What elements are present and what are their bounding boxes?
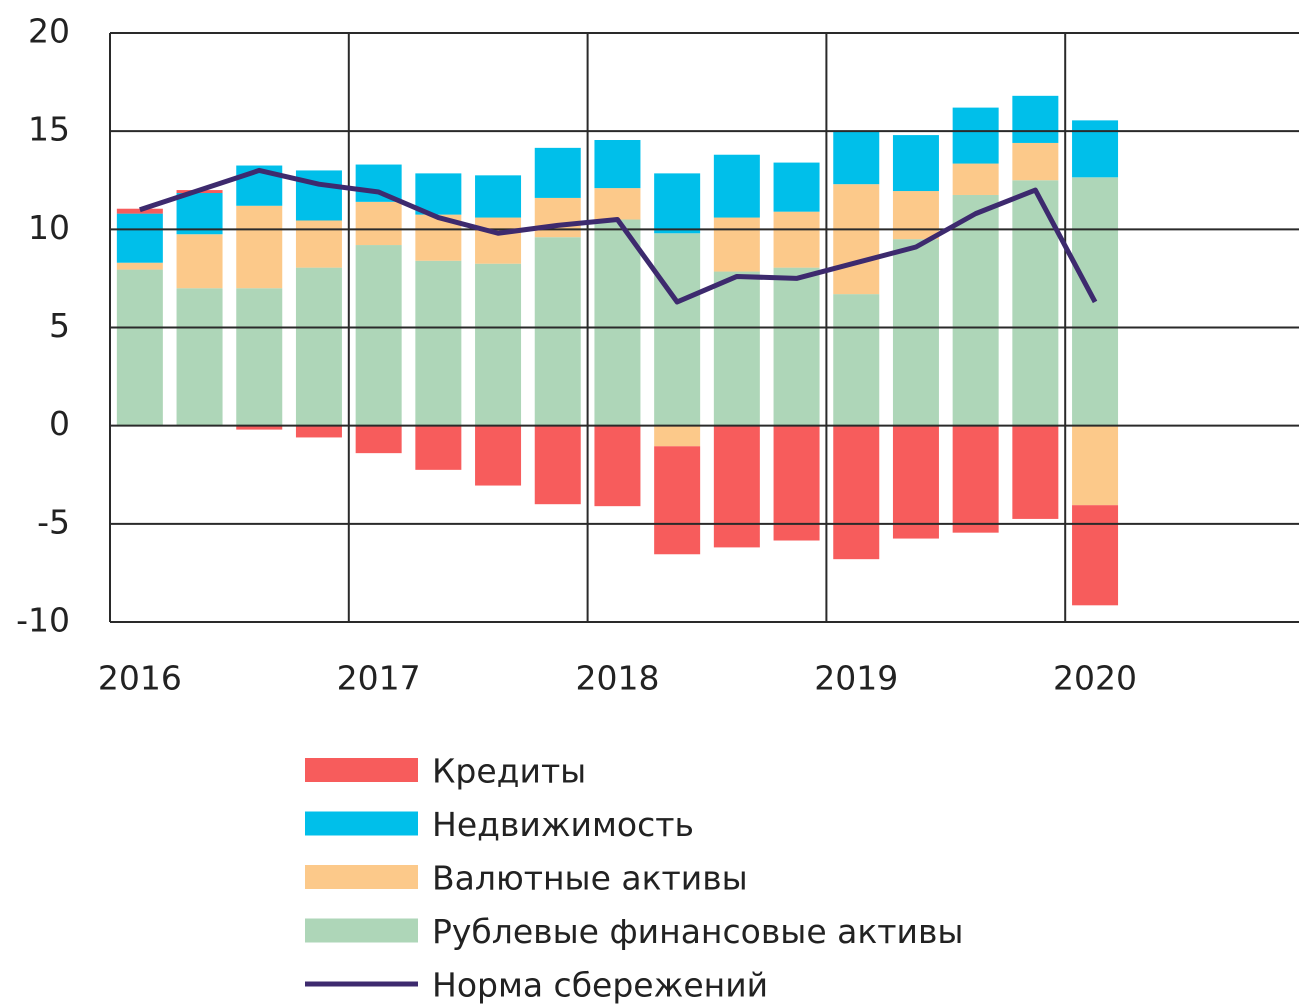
legend-label: Кредиты bbox=[432, 752, 586, 791]
bar bbox=[176, 234, 223, 289]
bar bbox=[594, 140, 641, 189]
bar bbox=[654, 233, 701, 426]
bar bbox=[355, 201, 402, 246]
line bbox=[139, 167, 1098, 305]
bar bbox=[892, 425, 939, 539]
y-tick-label: 0 bbox=[49, 404, 70, 443]
bar bbox=[833, 184, 880, 295]
bar bbox=[892, 135, 939, 192]
x-tick-label: 2016 bbox=[98, 659, 182, 698]
bar bbox=[1072, 505, 1119, 606]
bar bbox=[415, 173, 462, 215]
legend-label: Недвижимость bbox=[432, 805, 694, 844]
bar bbox=[773, 425, 820, 541]
bar bbox=[534, 237, 581, 426]
legend-swatch bbox=[305, 865, 418, 889]
bar bbox=[833, 294, 880, 426]
bar bbox=[236, 425, 283, 430]
legend-swatch bbox=[305, 918, 418, 943]
bar bbox=[773, 267, 820, 426]
bar bbox=[176, 193, 223, 235]
bar bbox=[475, 175, 522, 218]
bar bbox=[654, 446, 701, 555]
bar bbox=[773, 162, 820, 212]
bar bbox=[176, 288, 223, 426]
bar bbox=[295, 267, 342, 426]
bar bbox=[355, 425, 402, 454]
bar bbox=[654, 425, 701, 447]
bar bbox=[1072, 120, 1119, 178]
y-tick-label: -5 bbox=[37, 502, 70, 541]
bar bbox=[116, 208, 163, 214]
bar bbox=[415, 260, 462, 426]
bar bbox=[1012, 142, 1059, 181]
bar bbox=[1012, 425, 1059, 519]
bar bbox=[475, 263, 522, 426]
y-tick-label: 15 bbox=[28, 110, 70, 149]
legend-swatch bbox=[305, 758, 418, 782]
x-tick-label: 2018 bbox=[575, 659, 659, 698]
bar bbox=[654, 173, 701, 234]
bar bbox=[594, 188, 641, 220]
bar bbox=[475, 217, 522, 264]
bar bbox=[116, 262, 163, 270]
bar bbox=[295, 425, 342, 438]
x-tick-label: 2020 bbox=[1053, 659, 1137, 698]
bar bbox=[236, 205, 283, 289]
legend-label: Валютные активы bbox=[432, 859, 748, 898]
y-tick-label: 20 bbox=[28, 12, 70, 51]
bar bbox=[534, 147, 581, 198]
legend-label: Норма сбережений bbox=[432, 966, 768, 1005]
bar bbox=[534, 197, 581, 238]
bar bbox=[355, 164, 402, 202]
bar bbox=[713, 217, 760, 272]
y-tick-label: 5 bbox=[49, 306, 70, 345]
bar bbox=[1012, 95, 1059, 143]
bar bbox=[713, 154, 760, 218]
bar bbox=[713, 271, 760, 426]
y-tick-label: -10 bbox=[16, 601, 70, 640]
bar bbox=[952, 163, 999, 195]
bar bbox=[833, 131, 880, 185]
bar bbox=[236, 288, 283, 426]
bar bbox=[415, 425, 462, 470]
bar bbox=[594, 425, 641, 507]
bar bbox=[534, 425, 581, 505]
y-tick-label: 10 bbox=[28, 208, 70, 247]
legend-label: Рублевые финансовые активы bbox=[432, 912, 963, 951]
bar bbox=[952, 194, 999, 426]
bar bbox=[833, 425, 880, 560]
bar bbox=[475, 425, 522, 486]
bar bbox=[1072, 425, 1119, 506]
legend-swatch bbox=[305, 811, 418, 836]
bar bbox=[892, 239, 939, 426]
x-tick-label: 2019 bbox=[814, 659, 898, 698]
bar bbox=[773, 211, 820, 268]
bar bbox=[116, 213, 163, 263]
bar bbox=[952, 425, 999, 533]
x-tick-label: 2017 bbox=[337, 659, 421, 698]
bar bbox=[355, 245, 402, 426]
bar bbox=[295, 220, 342, 268]
bar bbox=[713, 425, 760, 548]
bar bbox=[594, 219, 641, 426]
bar bbox=[952, 107, 999, 164]
bar bbox=[892, 191, 939, 240]
bar bbox=[116, 269, 163, 426]
